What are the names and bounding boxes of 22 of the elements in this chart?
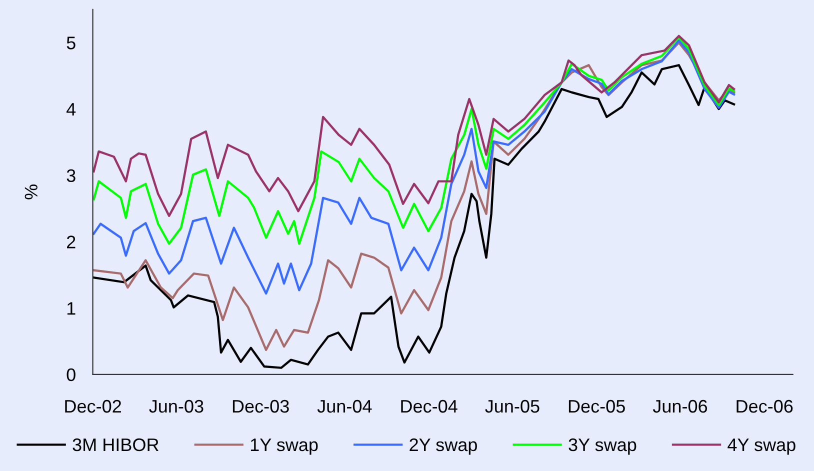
x-tick-label: Dec-06	[736, 400, 793, 413]
x-tick-label: Jun-06	[652, 400, 708, 413]
legend-label: 1Y swap	[250, 438, 318, 455]
y-tick-label: 1	[67, 302, 76, 315]
y-tick-label: 5	[66, 36, 76, 50]
y-axis-title: %	[24, 184, 38, 200]
y-tick-label: 0	[66, 368, 76, 382]
y-tick-label: 4	[66, 103, 76, 116]
legend-label: 2Y swap	[410, 438, 477, 455]
x-tick-label: Jun-05	[485, 400, 540, 413]
y-tick-label: 3	[66, 169, 76, 182]
x-tick-label: Dec-05	[568, 400, 625, 413]
legend-label: 4Y swap	[728, 438, 796, 455]
legend-label: 3M HIBOR	[72, 438, 158, 452]
x-tick-label: Jun-04	[317, 400, 372, 413]
legend-label: 3Y swap	[568, 438, 636, 455]
x-tick-label: Dec-04	[401, 400, 458, 413]
y-tick-label: 2	[66, 236, 76, 248]
x-tick-label: Dec-02	[65, 400, 121, 413]
line-series	[92, 40, 736, 295]
x-tick-label: Dec-03	[232, 400, 289, 413]
x-tick-label: Jun-03	[149, 400, 204, 413]
